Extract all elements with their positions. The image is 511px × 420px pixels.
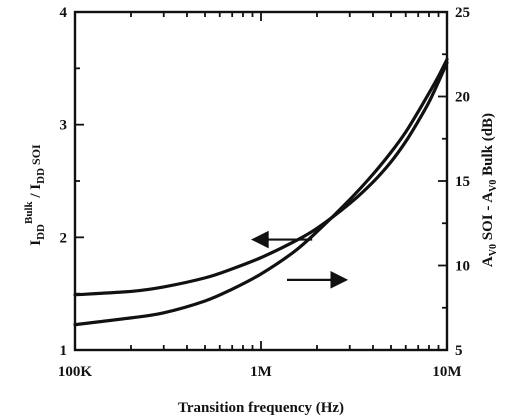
series-line-current-ratio — [73, 61, 449, 297]
plot-area: 100K 1M 10M 1 2 3 4 5 10 15 20 25 — [58, 5, 470, 380]
y-left-tick-label: 2 — [60, 230, 68, 246]
x-tick-label: 10M — [432, 364, 461, 380]
arrow-left-head — [251, 230, 269, 249]
series-line-gain-difference — [73, 57, 449, 327]
y-left-tick-label: 3 — [60, 118, 68, 134]
y-right-tick-label: 25 — [455, 5, 470, 21]
y-right-tick-label: 10 — [455, 259, 470, 275]
y-axis-left-label: IDDBulk / IDD SOI — [23, 144, 47, 246]
y-left-tick-label: 1 — [60, 343, 68, 359]
x-tick-label: 1M — [250, 364, 272, 380]
y-right-tick-label: 5 — [455, 343, 463, 359]
y-right-tick-label: 20 — [455, 90, 470, 106]
arrow-right-head — [330, 271, 349, 289]
y-left-tick-label: 4 — [60, 5, 68, 21]
x-tick-label: 100K — [58, 364, 93, 380]
y-axis-right-label: AV0 SOI - AV0 Bulk (dB) — [480, 113, 499, 267]
x-axis-label: Transition frequency (Hz) — [178, 400, 344, 416]
plot-frame — [73, 10, 449, 352]
y-right-tick-label: 15 — [455, 174, 470, 190]
